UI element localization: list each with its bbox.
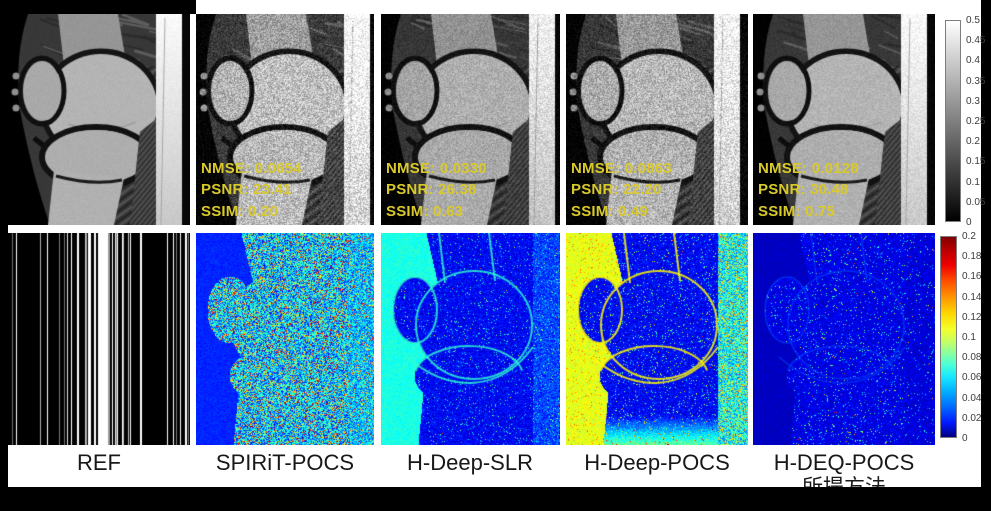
colorbar-tick-label: 0.45 (966, 35, 986, 47)
spirit-pocs-error-map (196, 233, 374, 445)
colorbar-tick-label: 0.14 (962, 291, 982, 303)
colorbar-tick-label: 0.4 (966, 55, 980, 67)
psnr-text: PSNR: 30.48 (758, 181, 849, 198)
ref-mri-panel (8, 14, 190, 225)
h-deq-pocs-error-map (753, 233, 935, 445)
colorbar-tick-label: 0.06 (962, 372, 982, 384)
right-black-margin (981, 0, 991, 445)
top-left-black-margin (0, 0, 196, 14)
h-deep-pocs-mri-image (566, 14, 748, 225)
colorbar-tick-label: 0.1 (962, 332, 976, 343)
h-deq-pocs-mri-image (753, 14, 935, 225)
h-deq-pocs-mri-panel: NMSE: 0.0128 PSNR: 30.48 SSIM: 0.75 (753, 14, 935, 225)
ref-mri-image (8, 14, 190, 225)
spirit-pocs-error-panel (196, 233, 374, 445)
colorbar-tick-label: 0.16 (962, 271, 982, 283)
psnr-text: PSNR: 23.41 (201, 181, 292, 198)
colorbar-tick-label: 0.15 (966, 156, 986, 168)
nmse-text: NMSE: 0.0330 (386, 159, 487, 177)
h-deep-slr-error-panel (381, 233, 560, 445)
colorbar-tick-label: 0.12 (962, 311, 982, 323)
spirit-pocs-mri-panel: NMSE: 0.0654 PSNR: 23.41 SSIM: 0.20 (196, 14, 374, 225)
h-deep-pocs-metrics: NMSE: 0.0863 PSNR: 22.20 SSIM: 0.49 (571, 158, 672, 223)
h-deep-slr-mri-panel: NMSE: 0.0330 PSNR: 26.38 SSIM: 0.63 (381, 14, 560, 225)
colorbar-tick-label: 0.04 (962, 392, 982, 404)
nmse-text: NMSE: 0.0128 (758, 159, 859, 177)
colorbar-tick-label: 0.5 (966, 15, 980, 26)
ssim-text: SSIM: 0.20 (201, 202, 279, 220)
column-label-h-deep-slr: H-Deep-SLR (407, 450, 533, 475)
colorbar-tick-label: 0.08 (962, 352, 982, 364)
jet-colorbar (940, 236, 957, 438)
h-deq-pocs-metrics: NMSE: 0.0128 PSNR: 30.48 SSIM: 0.75 (758, 158, 859, 223)
h-deep-slr-metrics: NMSE: 0.0330 PSNR: 26.38 SSIM: 0.63 (386, 158, 487, 223)
sampling-mask-image (8, 233, 190, 445)
colorbar-tick-label: 0.25 (966, 116, 986, 127)
colorbar-tick-label: 0.18 (962, 251, 982, 263)
ssim-text: SSIM: 0.63 (386, 202, 464, 220)
colorbar-tick-label: 0 (966, 217, 972, 228)
h-deep-pocs-error-map (566, 233, 748, 445)
column-label-h-deep-pocs: H-Deep-POCS (584, 450, 730, 475)
h-deep-slr-mri-image (381, 14, 560, 225)
h-deq-pocs-error-panel (753, 233, 935, 445)
colorbar-tick-label: 0.3 (966, 95, 980, 107)
nmse-text: NMSE: 0.0863 (571, 159, 672, 177)
bottom-black-band (0, 487, 991, 511)
spirit-pocs-metrics: NMSE: 0.0654 PSNR: 23.41 SSIM: 0.20 (201, 158, 302, 223)
sampling-mask-panel (8, 233, 190, 445)
colorbar-tick-label: 0.1 (966, 176, 980, 188)
ssim-text: SSIM: 0.49 (571, 202, 649, 220)
colorbar-tick-label: 0.05 (966, 196, 986, 208)
colorbar-tick-label: 0.2 (966, 136, 980, 148)
spirit-pocs-mri-image (196, 14, 374, 225)
h-deep-slr-error-map (381, 233, 560, 445)
column-label-spirit-pocs: SPIRiT-POCS (215, 450, 355, 475)
h-deep-pocs-error-panel (566, 233, 748, 445)
h-deep-pocs-mri-panel: NMSE: 0.0863 PSNR: 22.20 SSIM: 0.49 (566, 14, 748, 225)
psnr-text: PSNR: 26.38 (386, 181, 477, 198)
colorbar-tick-label: 0 (962, 433, 968, 444)
psnr-text: PSNR: 22.20 (571, 181, 662, 198)
colorbar-tick-label: 0.2 (962, 231, 976, 242)
colorbar-tick-label: 0.35 (966, 75, 986, 87)
column-label-ref: REF (77, 450, 121, 475)
column-label-h-deq-pocs: H-DEQ-POCS (773, 450, 915, 475)
colorbar-tick-label: 0.02 (962, 412, 982, 424)
ssim-text: SSIM: 0.75 (758, 202, 836, 220)
nmse-text: NMSE: 0.0654 (201, 159, 302, 177)
grayscale-colorbar (945, 20, 961, 222)
